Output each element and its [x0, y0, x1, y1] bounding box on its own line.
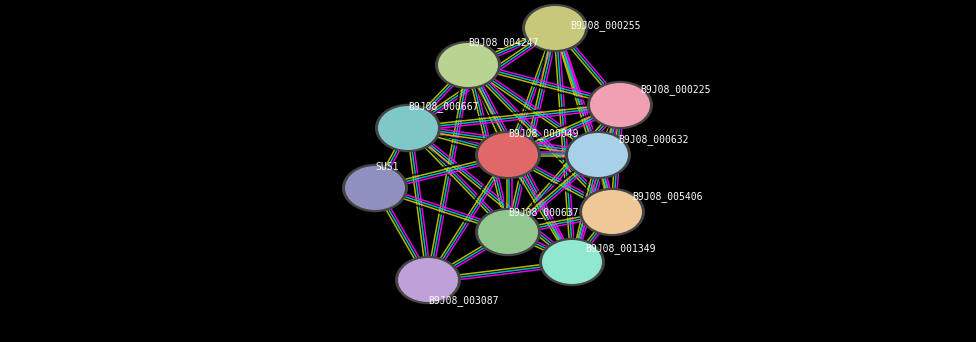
Ellipse shape [478, 210, 538, 254]
Ellipse shape [395, 256, 461, 304]
Ellipse shape [539, 238, 605, 286]
Ellipse shape [375, 104, 441, 152]
Ellipse shape [478, 133, 538, 177]
Ellipse shape [378, 106, 438, 150]
Ellipse shape [590, 83, 650, 127]
Ellipse shape [565, 131, 631, 179]
Text: B9J08_000637: B9J08_000637 [508, 207, 579, 218]
Text: B9J08_000255: B9J08_000255 [570, 20, 640, 31]
Ellipse shape [525, 6, 585, 50]
Ellipse shape [345, 166, 405, 210]
Ellipse shape [587, 81, 653, 129]
Ellipse shape [579, 188, 645, 236]
Ellipse shape [542, 240, 602, 284]
Ellipse shape [475, 131, 541, 179]
Text: SUS1: SUS1 [375, 162, 398, 172]
Ellipse shape [438, 43, 498, 87]
Text: B9J08_003087: B9J08_003087 [428, 295, 499, 306]
Text: B9J08_000225: B9J08_000225 [640, 84, 711, 95]
Ellipse shape [475, 208, 541, 256]
Ellipse shape [435, 41, 501, 89]
Ellipse shape [582, 190, 642, 234]
Text: B9J08_000667: B9J08_000667 [408, 101, 478, 112]
Ellipse shape [568, 133, 628, 177]
Ellipse shape [522, 4, 588, 52]
Text: B9J08_000632: B9J08_000632 [618, 134, 688, 145]
Text: B9J08_005406: B9J08_005406 [632, 191, 703, 202]
Ellipse shape [342, 164, 408, 212]
Text: B9J08_001349: B9J08_001349 [585, 243, 656, 254]
Text: B9J08_000049: B9J08_000049 [508, 128, 579, 139]
Ellipse shape [398, 258, 458, 302]
Text: B9J08_004247: B9J08_004247 [468, 37, 539, 48]
